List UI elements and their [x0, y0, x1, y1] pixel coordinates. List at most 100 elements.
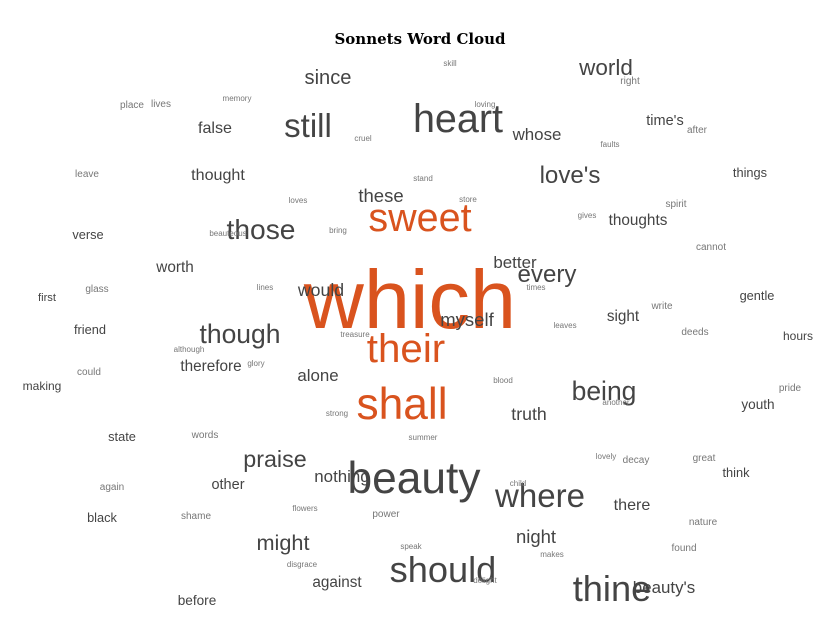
word-lives: lives — [151, 99, 171, 110]
word-skill: skill — [443, 59, 457, 68]
word-decay: decay — [623, 455, 650, 466]
word-cruel: cruel — [354, 134, 372, 143]
word-false: false — [198, 119, 232, 137]
word-child: child — [510, 479, 526, 488]
word-sweet: sweet — [368, 196, 471, 240]
word-again: again — [100, 482, 124, 493]
word-state: state — [108, 429, 136, 444]
word-treasure: treasure — [340, 330, 370, 339]
word-disgrace: disgrace — [287, 560, 318, 569]
word-making: making — [23, 379, 62, 393]
word-loving: loving — [475, 100, 496, 109]
word-heart: heart — [413, 97, 503, 141]
word-nothing: nothing — [314, 467, 369, 486]
word-where: where — [494, 477, 585, 514]
word-whose: whose — [512, 125, 562, 144]
word-pride: pride — [779, 383, 802, 394]
word-better: better — [493, 253, 537, 272]
word-after: after — [687, 125, 708, 136]
word-lovely: lovely — [596, 452, 616, 461]
word-though: though — [199, 319, 280, 349]
word-these: these — [358, 185, 403, 206]
word-every: every — [518, 261, 577, 288]
word-summer: summer — [409, 433, 438, 442]
word-thought: thought — [191, 166, 245, 184]
word-lines: lines — [257, 283, 273, 292]
word-their: their — [367, 326, 445, 371]
word-store: store — [459, 195, 477, 204]
word-shame: shame — [181, 511, 211, 522]
word-spirit: spirit — [665, 199, 686, 210]
word-might: might — [256, 530, 309, 555]
word-deeds: deeds — [681, 327, 708, 338]
word-delight: delight — [473, 576, 497, 585]
word-loves: loves — [289, 196, 308, 205]
word-praise: praise — [243, 446, 306, 472]
word-those: those — [227, 213, 296, 245]
word-gentle: gentle — [740, 288, 775, 303]
word-time-s: time's — [646, 113, 683, 129]
word-write: write — [650, 301, 673, 312]
word-truth: truth — [511, 404, 546, 424]
word-leave: leave — [75, 169, 99, 180]
word-thine: thine — [573, 568, 651, 609]
word-love-s: love's — [540, 162, 601, 189]
word-think: think — [722, 465, 750, 480]
word-there: there — [614, 496, 651, 514]
word-leaves: leaves — [553, 321, 576, 330]
word-place: place — [120, 100, 144, 111]
word-other: other — [211, 477, 244, 493]
word-found: found — [671, 543, 696, 554]
word-times: times — [526, 283, 545, 292]
word-could: could — [77, 367, 101, 378]
word-although: although — [174, 345, 205, 354]
word-bring: bring — [329, 226, 347, 235]
word-which: which — [303, 253, 516, 346]
word-beauty-s: beauty's — [633, 578, 695, 597]
word-words: words — [191, 430, 219, 441]
word-flowers: flowers — [292, 504, 317, 513]
word-shall: shall — [356, 380, 447, 429]
word-black: black — [87, 510, 117, 525]
word-cannot: cannot — [696, 242, 726, 253]
word-hours: hours — [783, 329, 813, 343]
word-beauty: beauty — [348, 454, 482, 503]
word-worth: worth — [155, 259, 193, 276]
word-before: before — [178, 593, 217, 608]
word-would: would — [297, 280, 344, 300]
word-blood: blood — [493, 376, 513, 385]
word-youth: youth — [741, 397, 774, 412]
word-verse: verse — [72, 227, 103, 242]
word-alone: alone — [297, 366, 338, 385]
word-beauteous: beauteous — [209, 229, 246, 238]
word-still: still — [284, 107, 332, 144]
word-gives: gives — [578, 211, 597, 220]
word-world: world — [578, 55, 633, 80]
word-strong: strong — [326, 409, 348, 418]
word-makes: makes — [540, 550, 564, 559]
word-against: against — [312, 574, 362, 591]
word-being: being — [572, 376, 637, 406]
word-things: things — [733, 165, 767, 180]
word-nature: nature — [689, 517, 718, 528]
chart-title: Sonnets Word Cloud — [334, 30, 506, 48]
word-stand: stand — [413, 174, 433, 183]
word-first: first — [38, 292, 57, 304]
word-memory: memory — [223, 94, 252, 103]
word-night: night — [516, 526, 556, 547]
word-glory: glory — [247, 359, 264, 368]
word-faults: faults — [600, 140, 619, 149]
word-power: power — [372, 509, 400, 520]
word-myself: myself — [440, 309, 494, 330]
word-thoughts: thoughts — [609, 212, 668, 229]
word-another: another — [602, 398, 629, 407]
word-should: should — [390, 549, 497, 590]
word-speak: speak — [400, 542, 422, 551]
word-friend: friend — [74, 322, 106, 337]
word-great: great — [693, 453, 716, 464]
word-since: since — [305, 67, 352, 89]
word-glass: glass — [85, 284, 108, 295]
word-right: right — [620, 76, 640, 87]
